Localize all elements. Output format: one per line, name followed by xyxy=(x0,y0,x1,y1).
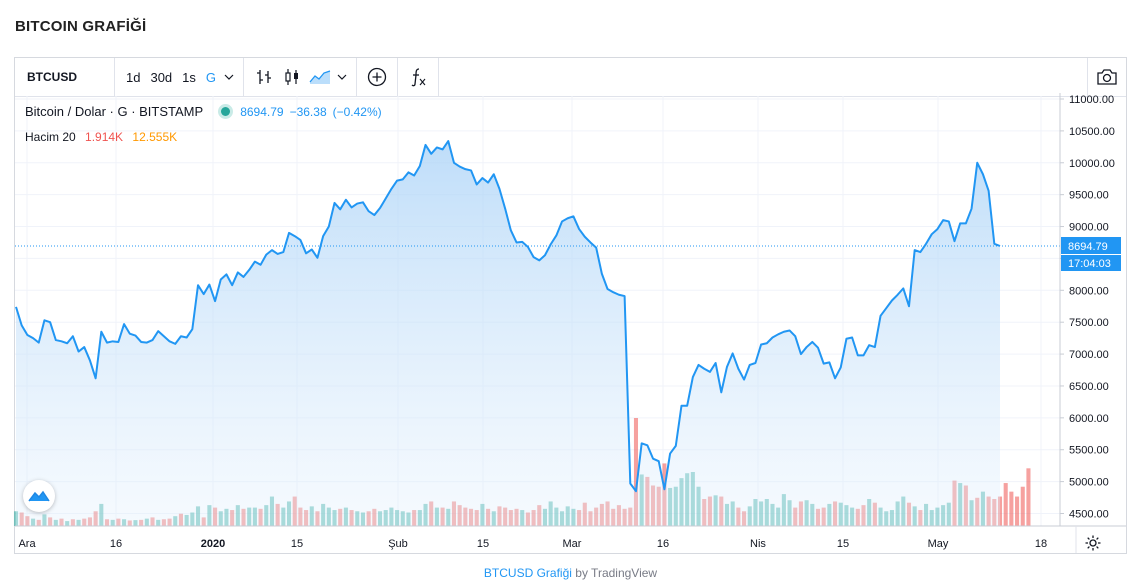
interval-g[interactable]: G xyxy=(205,69,217,85)
x-tick-label: 16 xyxy=(657,538,669,550)
x-tick-label: Ara xyxy=(18,538,36,550)
chart-style-group xyxy=(244,58,358,96)
y-tick-label: 5500.00 xyxy=(1069,445,1109,457)
interval-1s[interactable]: 1s xyxy=(182,69,196,85)
countdown-value: 17:04:03 xyxy=(1068,258,1111,270)
interval-group: 1d 30d 1s G xyxy=(115,58,245,96)
add-compare-icon[interactable] xyxy=(363,58,391,96)
footer-link[interactable]: BTCUSD Grafiği xyxy=(483,566,572,580)
footer: BTCUSD Grafiği by TradingView xyxy=(0,566,1141,580)
y-tick-label: 9000.00 xyxy=(1069,222,1109,234)
x-tick-label: 15 xyxy=(291,538,303,550)
footer-by: by TradingView xyxy=(575,566,658,580)
x-tick-label: Şub xyxy=(388,538,408,550)
chevron-down-icon[interactable] xyxy=(221,58,237,96)
interval-30d[interactable]: 30d xyxy=(150,69,173,85)
x-tick-label: 16 xyxy=(110,538,122,550)
y-tick-label: 11000.00 xyxy=(1069,94,1114,106)
y-tick-label: 4500.00 xyxy=(1069,509,1109,521)
x-tick-label: Nis xyxy=(750,538,766,550)
tradingview-logo-icon[interactable] xyxy=(23,480,55,512)
compare-group xyxy=(357,58,399,96)
y-tick-label: 7000.00 xyxy=(1069,349,1109,361)
legend-change: −36.38 xyxy=(289,104,327,119)
symbol-search[interactable]: BTCUSD xyxy=(15,58,115,96)
chart-legend: Bitcoin / Dolar · G · BITSTAMP 8694.79 −… xyxy=(25,104,382,119)
area-style-icon[interactable] xyxy=(306,58,334,96)
legend-last-value: 8694.79 xyxy=(240,104,284,119)
bar-style-icon[interactable] xyxy=(250,58,278,96)
legend-change-pct: (−0.42%) xyxy=(332,104,382,119)
legend-title: Bitcoin / Dolar · G · BITSTAMP xyxy=(25,104,204,119)
countdown-box xyxy=(1061,255,1121,272)
price-line xyxy=(15,140,1001,493)
price-tag-value: 8694.79 xyxy=(1068,241,1108,253)
y-tick-label: 10000.00 xyxy=(1069,158,1115,170)
indicators-group xyxy=(398,58,440,96)
settings-gear-icon[interactable] xyxy=(1084,534,1102,557)
camera-icon[interactable] xyxy=(1087,58,1126,96)
volume-bar xyxy=(1020,486,1025,526)
x-tick-label: 15 xyxy=(477,538,489,550)
y-tick-label: 7500.00 xyxy=(1069,317,1109,329)
volume-legend: Hacim 20 1.914K 12.555K xyxy=(25,130,177,144)
x-tick-label: 2020 xyxy=(201,538,225,550)
y-tick-label: 10500.00 xyxy=(1069,126,1115,138)
y-tick-label: 8000.00 xyxy=(1069,285,1109,297)
volume-ma: 12.555K xyxy=(132,130,178,144)
y-tick-label: 5000.00 xyxy=(1069,477,1109,489)
x-tick-label: 18 xyxy=(1035,538,1047,550)
x-tick-label: May xyxy=(928,538,949,550)
volume-bar xyxy=(1015,496,1020,526)
y-tick-label: 6000.00 xyxy=(1069,413,1109,425)
volume-bar xyxy=(1003,483,1008,526)
page-title: BITCOIN GRAFİĞİ xyxy=(15,18,147,35)
market-status-icon xyxy=(221,107,231,116)
x-tick-label: 15 xyxy=(837,538,849,550)
x-tick-label: Mar xyxy=(563,538,582,550)
candle-style-icon[interactable] xyxy=(278,58,306,96)
volume-bar xyxy=(1026,468,1031,526)
indicators-icon[interactable] xyxy=(404,58,432,96)
chevron-down-icon[interactable] xyxy=(334,58,350,96)
interval-1d[interactable]: 1d xyxy=(126,69,141,85)
volume-bar xyxy=(1009,491,1014,526)
volume-label: Hacim 20 xyxy=(25,130,76,144)
volume-bar xyxy=(633,418,639,526)
price-area-fill xyxy=(16,141,1000,526)
chart-toolbar: BTCUSD 1d 30d 1s G xyxy=(15,58,1126,97)
volume-value: 1.914K xyxy=(85,130,124,144)
y-tick-label: 6500.00 xyxy=(1069,381,1109,393)
price-tag-box xyxy=(1061,237,1121,255)
y-tick-label: 9500.00 xyxy=(1069,190,1109,202)
